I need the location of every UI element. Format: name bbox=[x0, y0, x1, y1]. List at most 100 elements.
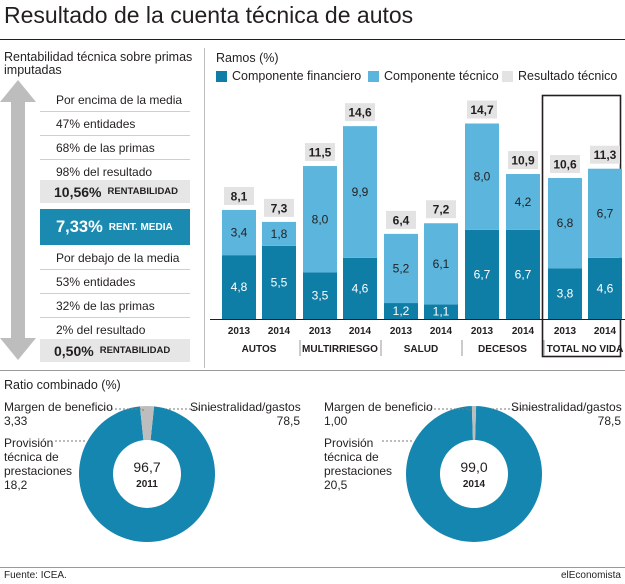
year-tick-label: 2014 bbox=[430, 326, 453, 337]
bar-tecnico bbox=[588, 168, 622, 258]
d2014-margin-value: 1,00 bbox=[324, 414, 348, 428]
d2014-provision-label: Provisión bbox=[324, 436, 374, 450]
page-title: Resultado de la cuenta técnica de autos bbox=[4, 2, 414, 28]
legend-tecnico: Componente técnico bbox=[368, 69, 499, 83]
bar-financiero bbox=[465, 229, 499, 319]
ratio-heading: Ratio combinado (%) bbox=[4, 378, 121, 392]
below-value-row: 0,50% RENTABILIDAD bbox=[40, 339, 190, 362]
bar-label-financiero: 6,7 bbox=[474, 267, 491, 281]
year-tick-label: 2013 bbox=[309, 326, 332, 337]
bar-label-financiero: 6,7 bbox=[515, 267, 532, 281]
resultado-box bbox=[467, 100, 497, 119]
d2011-siniestralidad-value: 78,5 bbox=[276, 414, 300, 428]
d2011-margin-label: Margen de beneficio bbox=[4, 400, 113, 414]
bar-financiero bbox=[262, 245, 296, 319]
bar-financiero bbox=[384, 303, 418, 319]
donut-center-year: 2014 bbox=[463, 479, 486, 490]
year-tick-label: 2013 bbox=[228, 326, 251, 337]
year-tick-label: 2014 bbox=[349, 326, 372, 337]
below-tag: RENTABILIDAD bbox=[99, 345, 171, 356]
bar-tecnico bbox=[424, 223, 458, 305]
donut-center-value: 96,7 bbox=[133, 459, 160, 475]
d2014-siniestralidad-label: Siniestralidad/gastos bbox=[511, 400, 622, 414]
resultado-label: 11,5 bbox=[309, 146, 332, 160]
bar-financiero bbox=[222, 255, 256, 319]
bar-financiero bbox=[303, 272, 337, 319]
legend-financiero: Componente financiero bbox=[216, 69, 361, 83]
stacked-bar-chart: 4,8 3,4 8,1 2013 5,5 1,8 7,3 2014 3,5 8,0 11,5 2013… bbox=[210, 94, 625, 358]
d2011-provision-label: prestaciones bbox=[4, 464, 73, 478]
resultado-box bbox=[345, 103, 375, 122]
group-label: DECESOS bbox=[478, 344, 527, 355]
bar-tecnico bbox=[506, 174, 540, 230]
publisher-logo: elEconomista bbox=[560, 570, 621, 581]
bar-label-tecnico: 5,2 bbox=[393, 261, 410, 275]
above-item: 47% entidades bbox=[56, 116, 136, 131]
bar-label-financiero: 4,6 bbox=[597, 281, 614, 295]
above-value-row: 10,56% RENTABILIDAD bbox=[40, 180, 190, 203]
bar-tecnico bbox=[465, 123, 499, 230]
above-item: 68% de las primas bbox=[56, 140, 155, 155]
d2014-siniestralidad-value: 78,5 bbox=[597, 414, 621, 428]
bar-label-tecnico: 6,1 bbox=[433, 257, 450, 271]
resultado-label: 14,6 bbox=[348, 106, 372, 120]
below-item-row: 53% entidades bbox=[40, 270, 190, 294]
panel-divider bbox=[204, 48, 205, 368]
resultado-box bbox=[386, 210, 416, 229]
bar-label-financiero: 5,5 bbox=[271, 275, 288, 289]
below-item: 2% del resultado bbox=[56, 322, 146, 337]
bar-tecnico bbox=[262, 221, 296, 246]
resultado-label: 14,7 bbox=[470, 103, 494, 117]
bar-label-tecnico: 9,9 bbox=[352, 185, 369, 199]
donut-main-slice bbox=[406, 406, 542, 542]
bar-label-financiero: 1,2 bbox=[393, 304, 410, 318]
bar-financiero bbox=[343, 257, 377, 319]
group-label: TOTAL NO VIDA bbox=[547, 344, 624, 355]
resultado-label: 11,3 bbox=[594, 148, 617, 162]
legend-resultado: Resultado técnico bbox=[502, 69, 617, 83]
resultado-label: 10,9 bbox=[511, 154, 535, 168]
above-tag: RENTABILIDAD bbox=[107, 186, 179, 197]
bar-label-tecnico: 8,0 bbox=[312, 212, 329, 226]
year-tick-label: 2014 bbox=[512, 326, 535, 337]
bar-label-financiero: 4,8 bbox=[231, 280, 248, 294]
legend-label: Componente técnico bbox=[384, 69, 499, 83]
bar-tecnico bbox=[548, 178, 582, 269]
footer-rule bbox=[0, 567, 625, 568]
above-item-row: 68% de las primas bbox=[40, 136, 190, 160]
d2014-margin-label: Margen de beneficio bbox=[324, 400, 433, 414]
above-heading: Por encima de la media bbox=[56, 92, 183, 107]
resultado-box bbox=[508, 151, 538, 170]
bar-label-tecnico: 4,2 bbox=[515, 195, 532, 209]
resultado-label: 7,2 bbox=[433, 203, 450, 217]
bar-tecnico bbox=[384, 233, 418, 304]
resultado-label: 10,6 bbox=[553, 158, 577, 172]
above-heading-row: Por encima de la media bbox=[40, 88, 190, 112]
year-tick-label: 2013 bbox=[390, 326, 413, 337]
bar-label-financiero: 1,1 bbox=[433, 305, 450, 319]
bar-tecnico bbox=[343, 126, 377, 258]
resultado-box bbox=[305, 143, 335, 162]
donut-center-year: 2011 bbox=[136, 479, 158, 490]
bar-label-tecnico: 6,8 bbox=[557, 216, 574, 230]
source-note: Fuente: ICEA. bbox=[4, 570, 67, 581]
legend-swatch bbox=[368, 70, 379, 82]
donut-margin-slice bbox=[139, 406, 155, 441]
below-item: 53% entidades bbox=[56, 274, 136, 289]
d2011-provision-value: 18,2 bbox=[4, 478, 28, 492]
d2014-provision-label: prestaciones bbox=[324, 464, 393, 478]
resultado-box bbox=[590, 145, 620, 164]
bar-label-financiero: 3,8 bbox=[557, 287, 574, 301]
resultado-box bbox=[426, 200, 456, 219]
legend-swatch bbox=[502, 70, 513, 82]
donut-main-slice bbox=[78, 406, 215, 542]
bar-tecnico bbox=[303, 166, 337, 273]
bar-label-tecnico: 8,0 bbox=[474, 170, 491, 184]
title-rule bbox=[0, 39, 625, 40]
bar-label-tecnico: 1,8 bbox=[271, 227, 288, 241]
resultado-box bbox=[224, 186, 254, 205]
below-heading: Por debajo de la media bbox=[56, 250, 180, 265]
year-tick-label: 2013 bbox=[471, 326, 494, 337]
resultado-label: 8,1 bbox=[231, 189, 248, 203]
